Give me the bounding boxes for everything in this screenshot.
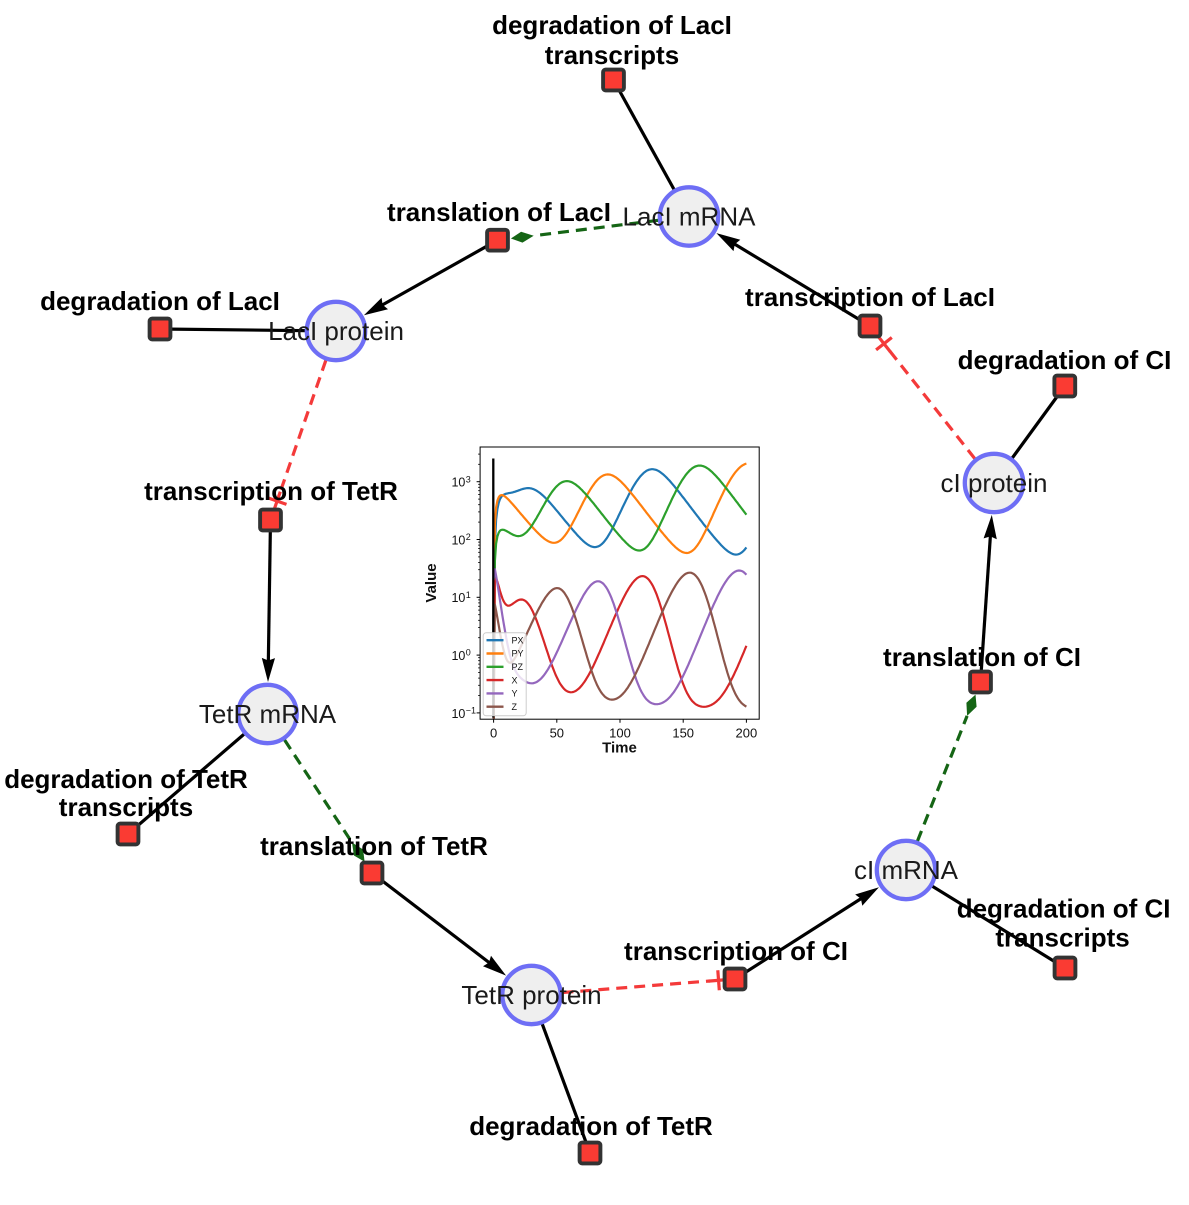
svg-text:LacI mRNA: LacI mRNA (623, 202, 757, 232)
svg-text:10: 10 (451, 476, 465, 490)
svg-text:PY: PY (512, 649, 524, 659)
svg-text:10: 10 (451, 649, 465, 663)
svg-text:150: 150 (672, 725, 694, 740)
svg-text:cI protein: cI protein (941, 468, 1048, 498)
svg-text:transcripts: transcripts (545, 40, 679, 70)
svg-text:transcripts: transcripts (59, 792, 193, 822)
svg-text:degradation of TetR: degradation of TetR (469, 1111, 713, 1141)
svg-text:PX: PX (512, 635, 524, 645)
svg-text:PZ: PZ (512, 662, 524, 672)
svg-text:3: 3 (466, 474, 471, 484)
svg-text:degradation of CI: degradation of CI (957, 894, 1171, 924)
svg-text:translation of TetR: translation of TetR (260, 831, 488, 861)
svg-text:cI mRNA: cI mRNA (854, 855, 959, 885)
svg-text:10: 10 (451, 533, 465, 547)
svg-text:0: 0 (490, 725, 497, 740)
svg-text:Z: Z (512, 702, 518, 712)
svg-text:degradation of LacI: degradation of LacI (492, 10, 732, 40)
svg-text:degradation of CI: degradation of CI (958, 345, 1172, 375)
svg-text:2: 2 (466, 532, 471, 542)
svg-text:translation of LacI: translation of LacI (387, 197, 611, 227)
svg-text:transcription of CI: transcription of CI (624, 936, 848, 966)
svg-text:200: 200 (736, 725, 758, 740)
svg-text:Time: Time (602, 740, 637, 757)
svg-text:10: 10 (451, 707, 465, 721)
svg-text:degradation of TetR: degradation of TetR (4, 764, 248, 794)
svg-text:1: 1 (466, 590, 471, 600)
svg-text:−1: −1 (466, 706, 476, 716)
svg-text:X: X (512, 675, 518, 685)
svg-text:100: 100 (609, 725, 631, 740)
svg-text:Y: Y (512, 689, 518, 699)
svg-text:0: 0 (466, 648, 471, 658)
svg-text:50: 50 (550, 725, 564, 740)
svg-text:transcripts: transcripts (995, 922, 1129, 952)
svg-text:Value: Value (423, 563, 440, 602)
svg-text:transcription of LacI: transcription of LacI (745, 282, 995, 312)
svg-text:TetR protein: TetR protein (461, 980, 601, 1010)
svg-text:transcription of TetR: transcription of TetR (144, 476, 398, 506)
svg-text:degradation of LacI: degradation of LacI (40, 286, 280, 316)
svg-text:translation of CI: translation of CI (883, 642, 1081, 672)
svg-text:TetR mRNA: TetR mRNA (199, 699, 337, 729)
svg-text:10: 10 (451, 591, 465, 605)
svg-text:LacI protein: LacI protein (268, 316, 404, 346)
